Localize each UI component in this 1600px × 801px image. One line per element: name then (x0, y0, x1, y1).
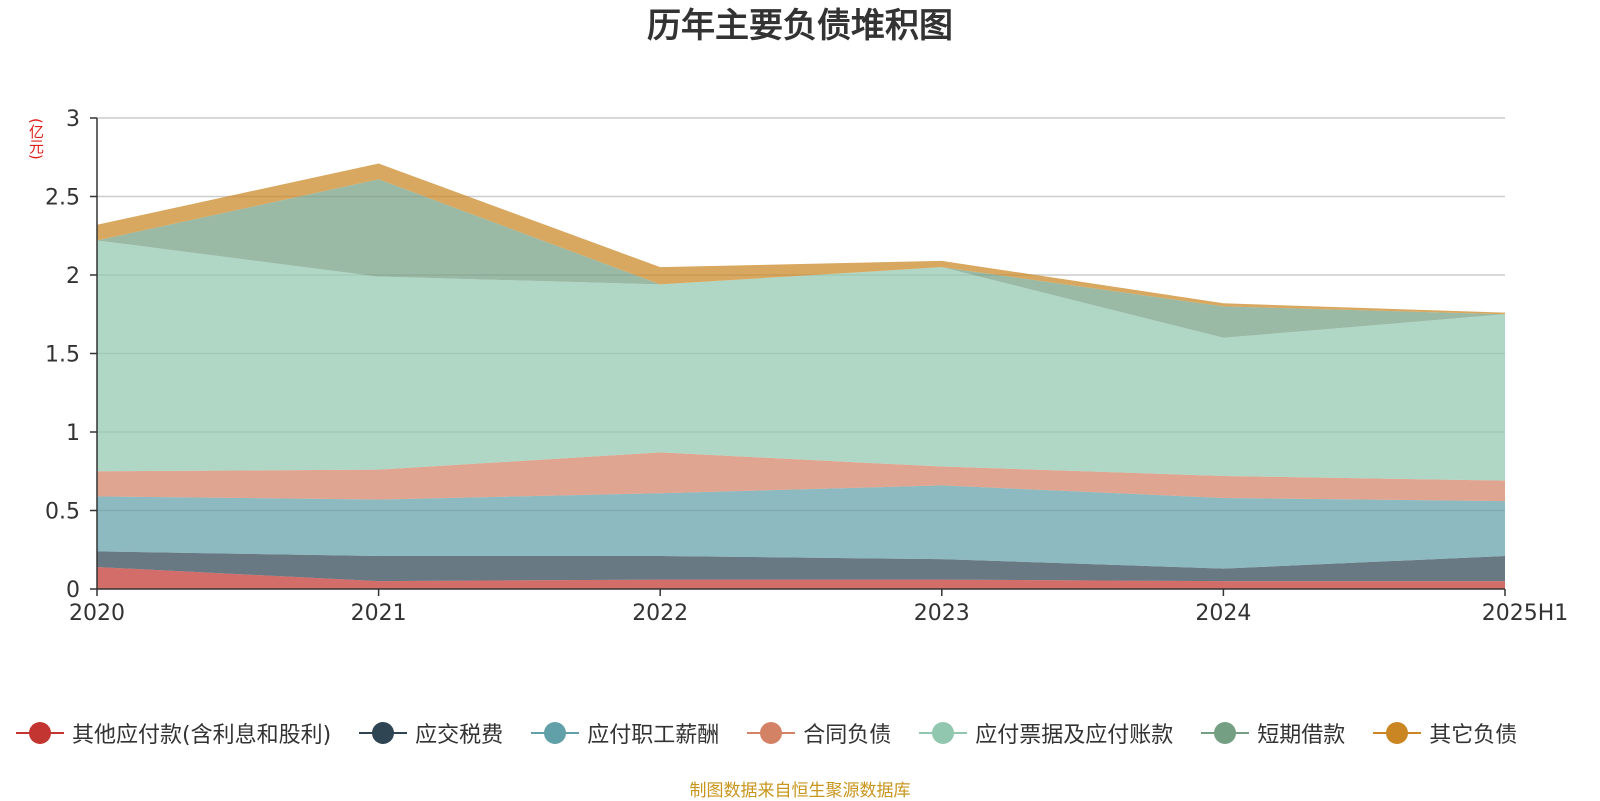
x-tick-label: 2023 (914, 601, 970, 626)
legend-label: 其它负债 (1429, 723, 1518, 748)
legend-item-6[interactable]: 其它负债 (1373, 717, 1517, 749)
y-tick-label: 0.5 (45, 500, 80, 525)
x-tick-label: 2021 (351, 601, 407, 626)
area-series-layer (97, 163, 1505, 589)
area-series-5 (97, 179, 1505, 338)
legend-marker-icon (747, 721, 796, 745)
legend-item-5[interactable]: 短期借款 (1201, 717, 1345, 749)
area-series-2 (97, 485, 1505, 569)
x-tick-label: 2024 (1195, 601, 1251, 626)
legend-marker-icon (359, 721, 408, 745)
legend-item-3[interactable]: 合同负债 (747, 717, 891, 749)
legend-marker-icon (16, 721, 64, 745)
legend-marker-icon (1201, 721, 1250, 745)
axes: 0 0.5 1 1.5 2 2.5 3 2020 2021 2022 2023 2024 2025H1 (45, 107, 1568, 626)
legend-label: 其他应付款(含利息和股利) (72, 723, 332, 748)
stacked-area-chart: 0 0.5 1 1.5 2 2.5 3 2020 2021 2022 2023 2024 2025H1 (45, 107, 1568, 626)
y-tick-label: 3 (66, 107, 80, 132)
y-tick-label: 2.5 (45, 186, 80, 211)
source-note: 制图数据来自恒生聚源数据库 (689, 781, 911, 801)
legend-item-1[interactable]: 应交税费 (359, 717, 503, 749)
y-tick-label: 1.5 (45, 343, 80, 368)
legend: 其他应付款(含利息和股利) 应交税费 应付职工薪酬 合同负债 应付票据及应付账款 短期借款… (16, 716, 1600, 750)
legend-item-0[interactable]: 其他应付款(含利息和股利) (16, 717, 331, 749)
x-tick-label: 2022 (632, 601, 688, 626)
area-series-4 (97, 240, 1505, 481)
legend-label: 应付票据及应付账款 (975, 723, 1174, 748)
chart-title: 历年主要负债堆积图 (647, 6, 953, 46)
legend-marker-icon (1373, 721, 1422, 745)
legend-label: 合同负债 (803, 723, 892, 748)
x-tick-label: 2025H1 (1482, 601, 1569, 626)
y-tick-label: 1 (66, 421, 80, 446)
legend-label: 短期借款 (1257, 723, 1346, 748)
legend-label: 应交税费 (415, 723, 504, 748)
y-tick-label: 0 (66, 578, 80, 603)
area-series-3 (97, 452, 1505, 502)
x-tick-label: 2020 (69, 601, 125, 626)
legend-marker-icon (919, 721, 968, 745)
area-series-0 (97, 567, 1505, 589)
y-axis-unit-label: (亿元) (27, 118, 45, 160)
legend-marker-icon (531, 721, 580, 745)
legend-item-4[interactable]: 应付票据及应付账款 (919, 717, 1173, 749)
y-tick-label: 2 (66, 264, 80, 289)
legend-item-2[interactable]: 应付职工薪酬 (531, 717, 719, 749)
legend-label: 应付职工薪酬 (587, 723, 720, 748)
area-series-1 (97, 551, 1505, 582)
area-series-6 (97, 163, 1505, 315)
